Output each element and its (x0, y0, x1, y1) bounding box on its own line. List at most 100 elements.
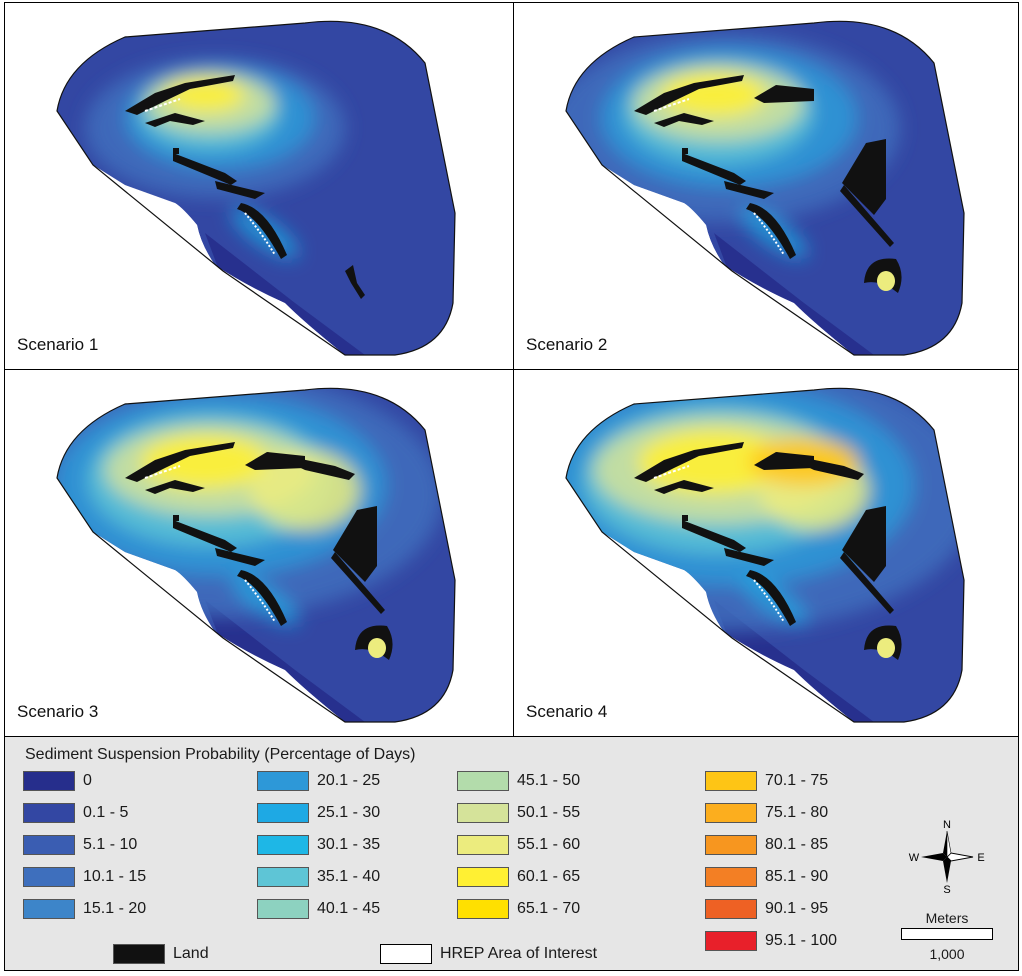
land (125, 442, 393, 660)
legend-item: 45.1 - 50 (457, 769, 580, 793)
legend-swatch (457, 835, 509, 855)
legend-swatch (705, 835, 757, 855)
map-scenario-3 (56, 387, 456, 723)
legend-label: 75.1 - 80 (765, 804, 829, 821)
legend-item: 60.1 - 65 (457, 865, 580, 889)
legend-swatch (23, 835, 75, 855)
land (125, 75, 365, 299)
hrep-boundary (565, 20, 965, 356)
legend-label: 70.1 - 75 (765, 772, 829, 789)
legend-swatch (23, 771, 75, 791)
legend-label: 90.1 - 95 (765, 900, 829, 917)
legend-swatch (257, 771, 309, 791)
aoi-swatch (380, 944, 432, 964)
legend-label: Land (173, 945, 209, 962)
legend-label: 55.1 - 60 (517, 836, 581, 853)
legend-item: 20.1 - 25 (257, 769, 380, 793)
scenario-label: Scenario 4 (526, 702, 608, 721)
map-panel-scenario-1: Scenario 1 (4, 2, 514, 370)
land (634, 75, 902, 293)
legend-swatch (705, 867, 757, 887)
legend-swatch (257, 803, 309, 823)
legend-swatch (705, 803, 757, 823)
compass-w: W (909, 852, 920, 864)
sediment-raster (566, 21, 964, 355)
legend-swatch (23, 899, 75, 919)
legend-label: 30.1 - 35 (317, 836, 381, 853)
legend-item: 90.1 - 95 (705, 897, 828, 921)
legend-label: 0 (83, 772, 92, 789)
hrep-boundary (565, 387, 965, 723)
map-scenario-2 (565, 20, 965, 356)
legend-label: 40.1 - 45 (317, 900, 381, 917)
map-scenario-4 (565, 387, 965, 723)
legend-item: 5.1 - 10 (23, 833, 137, 857)
legend-item: 25.1 - 30 (257, 801, 380, 825)
compass-e: E (977, 852, 984, 864)
placement-site (842, 139, 886, 215)
legend-label: 65.1 - 70 (517, 900, 581, 917)
legend-item: 70.1 - 75 (705, 769, 828, 793)
legend-label: 45.1 - 50 (517, 772, 581, 789)
legend-swatch (257, 899, 309, 919)
hrep-boundary (56, 20, 456, 356)
legend-swatch (705, 899, 757, 919)
scale-bar (901, 928, 993, 940)
legend-label: 15.1 - 20 (83, 900, 147, 917)
legend-item: 15.1 - 20 (23, 897, 146, 921)
legend-label: 5.1 - 10 (83, 836, 138, 853)
compass-n: N (943, 819, 951, 831)
sediment-raster (566, 388, 964, 722)
scenario-label: Scenario 3 (17, 702, 99, 721)
legend-item: 85.1 - 90 (705, 865, 828, 889)
legend-item: 30.1 - 35 (257, 833, 380, 857)
legend-label: 85.1 - 90 (765, 868, 829, 885)
hrep-boundary (56, 387, 456, 723)
legend-item-land: Land (113, 942, 209, 966)
compass-s: S (943, 884, 950, 896)
legend-swatch (705, 931, 757, 951)
land (634, 442, 902, 660)
scale-title: Meters (925, 910, 969, 926)
legend-item: 50.1 - 55 (457, 801, 580, 825)
map-panel-scenario-4: Scenario 4 (513, 369, 1019, 737)
legend-item: 55.1 - 60 (457, 833, 580, 857)
legend-swatch (23, 803, 75, 823)
placement-site (842, 506, 886, 582)
legend-label: 25.1 - 30 (317, 804, 381, 821)
legend-label: 0.1 - 5 (83, 804, 129, 821)
legend-title: Sediment Suspension Probability (Percent… (25, 746, 416, 763)
north-arrow-icon: N S W E (909, 819, 985, 896)
legend-item: 10.1 - 15 (23, 865, 146, 889)
legend-label: 20.1 - 25 (317, 772, 381, 789)
legend-swatch (457, 803, 509, 823)
legend-label: 10.1 - 15 (83, 868, 147, 885)
legend-item: 80.1 - 85 (705, 833, 828, 857)
sediment-raster (57, 21, 455, 355)
legend-item-aoi: HREP Area of Interest (380, 942, 597, 966)
legend-swatch (457, 771, 509, 791)
legend-item: 0 (23, 769, 92, 793)
map-panel-scenario-2: Scenario 2 (513, 2, 1019, 370)
legend-label: 35.1 - 40 (317, 868, 381, 885)
scenario-label: Scenario 2 (526, 335, 608, 354)
legend-label: HREP Area of Interest (440, 945, 598, 962)
legend-swatch (23, 867, 75, 887)
legend-swatch (257, 867, 309, 887)
legend-item: 0.1 - 5 (23, 801, 128, 825)
scenario-label: Scenario 1 (17, 335, 99, 354)
legend: Sediment Suspension Probability (Percent… (4, 736, 1019, 971)
placement-site (333, 506, 377, 582)
land-swatch (113, 944, 165, 964)
legend-label: 50.1 - 55 (517, 804, 581, 821)
legend-label: 80.1 - 85 (765, 836, 829, 853)
legend-item: 95.1 - 100 (705, 929, 837, 953)
legend-item: 65.1 - 70 (457, 897, 580, 921)
map-scenario-1 (56, 20, 456, 356)
legend-swatch (257, 835, 309, 855)
legend-swatch (705, 771, 757, 791)
legend-swatch (457, 899, 509, 919)
legend-label: 60.1 - 65 (517, 868, 581, 885)
legend-item: 35.1 - 40 (257, 865, 380, 889)
legend-label: 95.1 - 100 (765, 932, 838, 949)
